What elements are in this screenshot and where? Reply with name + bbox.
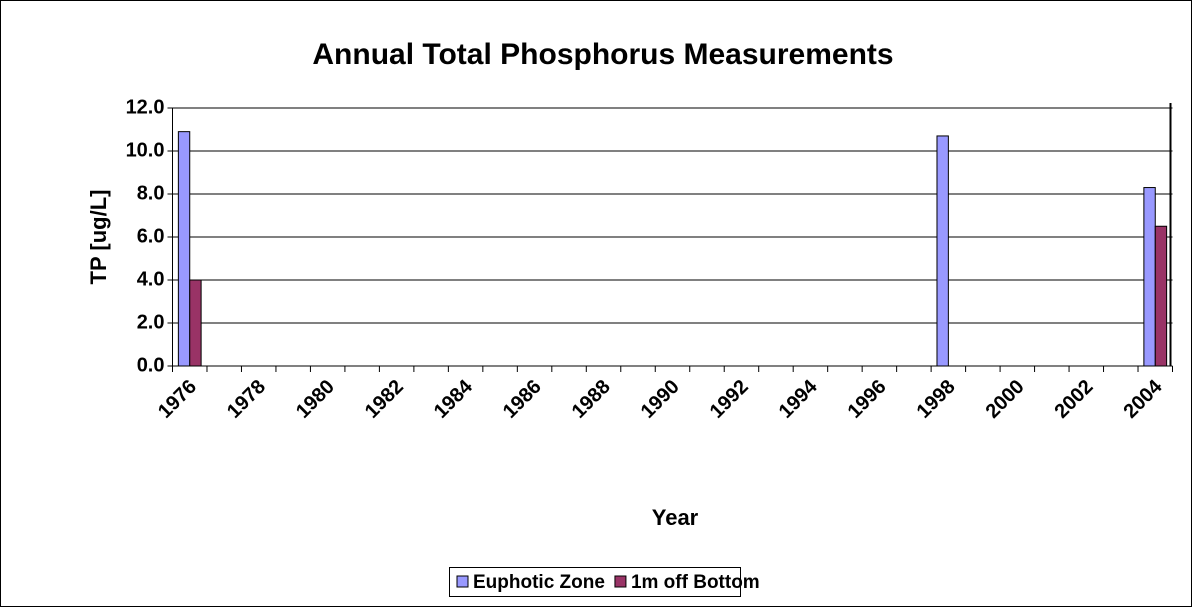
y-tick-label: 0.0	[137, 354, 165, 376]
y-tick-label: 8.0	[137, 182, 165, 204]
chart-title: Annual Total Phosphorus Measurements	[312, 38, 893, 71]
y-tick-label: 2.0	[137, 311, 165, 333]
legend-swatch	[456, 575, 469, 588]
legend-label: 1m off Bottom	[631, 572, 760, 593]
y-axis-label: TP [ug/L]	[86, 190, 111, 285]
legend-box	[449, 567, 741, 597]
y-tick-label: 6.0	[137, 225, 165, 247]
bar	[177, 131, 191, 367]
bar	[1154, 225, 1168, 367]
y-tick-label: 4.0	[137, 268, 165, 290]
bar	[1143, 187, 1156, 367]
x-axis-label: Year	[652, 505, 699, 530]
bar	[936, 135, 949, 367]
y-tick-label: 12.0	[126, 96, 165, 118]
legend-swatch	[614, 575, 627, 588]
legend-label: Euphotic Zone	[473, 572, 605, 593]
y-tick-label: 10.0	[126, 139, 165, 161]
bar	[189, 279, 202, 367]
